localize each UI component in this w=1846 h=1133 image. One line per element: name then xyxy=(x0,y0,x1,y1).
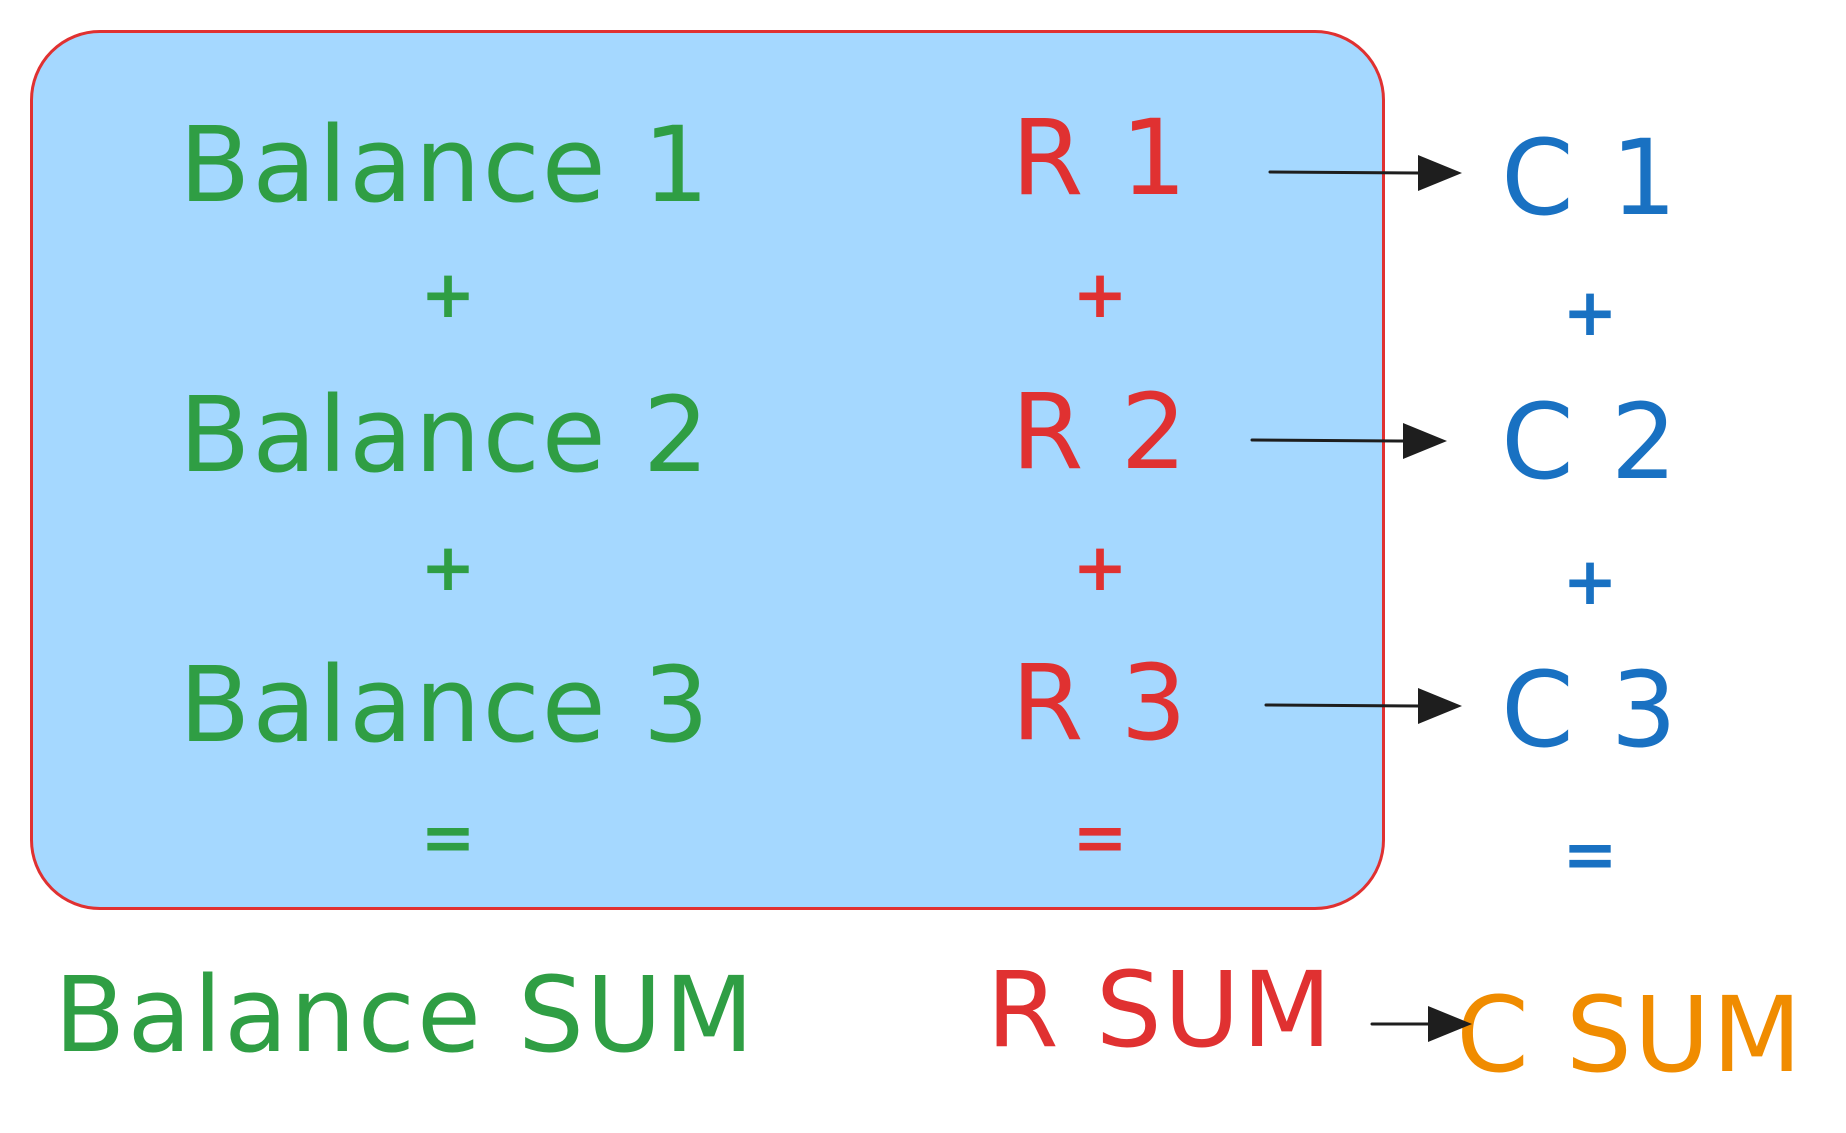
balance-3-label: Balance 3 xyxy=(178,644,712,766)
c-sum-label: C SUM xyxy=(1456,974,1804,1096)
grouping-box xyxy=(30,30,1385,910)
c-1-label: C 1 xyxy=(1501,117,1679,239)
arrow-r3-c3 xyxy=(1264,688,1462,724)
balance-sum-label: Balance SUM xyxy=(54,954,756,1076)
balance-2-label: Balance 2 xyxy=(178,374,712,496)
r-2-label: R 2 xyxy=(1011,371,1189,493)
c-3-label: C 3 xyxy=(1501,649,1679,771)
c-2-label: C 2 xyxy=(1501,381,1679,503)
balance-equals: = xyxy=(420,799,476,876)
r-3-label: R 3 xyxy=(1011,642,1189,764)
c-plus-2: + xyxy=(1562,543,1618,620)
balance-plus-2: + xyxy=(420,529,476,606)
arrow-rsum-csum xyxy=(1370,1006,1472,1042)
arrow-r1-c1 xyxy=(1268,155,1462,191)
r-sum-label: R SUM xyxy=(986,949,1334,1071)
c-plus-1: + xyxy=(1562,274,1618,351)
balance-plus-1: + xyxy=(420,256,476,333)
r-plus-2: + xyxy=(1072,529,1128,606)
arrow-r2-c2 xyxy=(1250,423,1447,459)
r-1-label: R 1 xyxy=(1011,97,1189,219)
c-equals: = xyxy=(1562,816,1618,893)
r-equals: = xyxy=(1072,799,1128,876)
r-plus-1: + xyxy=(1072,256,1128,333)
balance-1-label: Balance 1 xyxy=(178,104,712,226)
